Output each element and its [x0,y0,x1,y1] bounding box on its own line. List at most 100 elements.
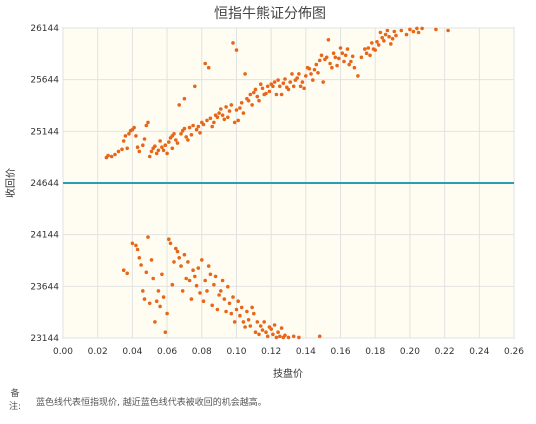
data-point [304,74,308,78]
x-tick-label: 0.16 [331,347,351,357]
data-point [147,154,152,159]
data-point [411,29,416,34]
y-tick-label: 25144 [30,127,59,137]
data-point [258,324,263,328]
data-point [274,335,279,340]
data-point [193,274,197,279]
data-point [238,106,242,110]
data-point [125,146,129,151]
data-point [408,27,412,32]
data-point [404,32,409,37]
data-point [153,320,157,324]
data-point [174,138,178,142]
data-point [229,103,234,107]
x-tick-label: 0.26 [504,347,524,357]
data-point [241,111,246,115]
x-tick-label: 0.04 [122,347,142,357]
data-point [163,330,168,335]
data-point [219,289,223,293]
data-point [172,132,176,136]
data-point [182,252,187,257]
data-point [359,55,364,60]
data-point [255,94,260,99]
x-tick-label: 0.02 [88,347,108,357]
data-point [135,145,140,149]
data-point [142,297,147,301]
data-point [153,144,157,148]
data-point [210,303,214,308]
data-point [250,305,254,310]
data-point [250,103,254,107]
data-point [212,282,216,287]
data-point [158,139,162,143]
data-point [253,87,258,92]
data-point [177,103,181,107]
y-tick-label: 26144 [30,24,59,34]
data-point [165,151,169,156]
data-point [239,101,244,105]
data-point [352,65,357,70]
data-point [205,118,209,123]
x-tick-label: 0.24 [469,347,489,357]
data-point [279,326,284,330]
data-point [141,289,145,293]
x-tick-label: 0.20 [400,347,420,357]
data-point [260,86,265,91]
x-tick-label: 0.10 [226,347,246,357]
data-point [208,272,213,277]
data-point [255,320,260,324]
data-point [274,92,279,97]
data-point [177,255,181,260]
data-point [174,246,178,251]
data-point [149,149,154,154]
data-point [297,72,301,76]
data-point [271,332,275,337]
data-point [248,92,253,97]
data-point [267,89,272,94]
data-point [121,268,126,273]
data-point [144,123,149,128]
data-point [179,264,183,268]
data-point [330,65,334,70]
data-point [213,274,218,279]
data-point [243,325,247,329]
data-point [231,295,235,299]
data-point [154,151,159,156]
data-point [278,334,282,339]
data-point [193,84,197,89]
data-point [347,62,352,67]
data-point [415,26,419,31]
data-point [297,335,301,340]
data-point [123,134,128,138]
data-point [416,30,421,35]
data-point [238,313,242,318]
data-point [196,266,201,270]
data-point [283,333,287,338]
data-point [302,86,306,91]
y-tick-label: 23644 [30,282,59,292]
data-point [201,122,206,127]
data-point [368,53,372,58]
data-point [309,72,313,76]
data-point [179,132,183,136]
data-point [135,247,140,252]
data-point [144,270,149,275]
data-point [366,46,371,50]
footnote-text: 蓝色线代表恒指现价, 越近蓝色线代表被收回的机会越高。 [36,398,267,408]
x-tick-label: 0.00 [53,347,73,357]
data-point [109,154,114,159]
data-point [340,51,345,55]
y-tick-label: 25644 [30,76,59,86]
data-point [262,320,267,324]
data-point [246,98,251,103]
data-point [278,84,282,89]
data-point [328,61,332,66]
data-point [298,84,303,89]
data-point [349,59,353,64]
data-point [265,334,270,339]
data-point [283,77,287,81]
data-point [342,59,346,64]
data-point [172,260,176,264]
data-point [253,330,258,335]
data-point [236,299,240,304]
